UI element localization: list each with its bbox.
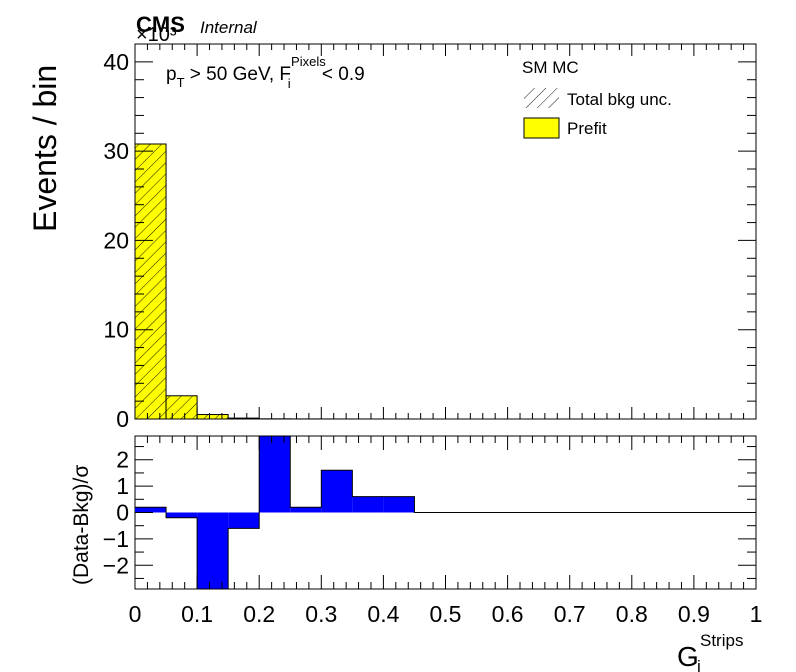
legend-swatch-prefit [523, 117, 560, 139]
ratio-xtick-label: 0.6 [492, 601, 524, 627]
main-ytick-label: 10 [103, 317, 129, 343]
ratio-xtick-label: 0.9 [678, 601, 710, 627]
cut-prefix: p [166, 64, 177, 85]
ratio-xtick-label: 0.7 [554, 601, 586, 627]
ratio-bar [197, 512, 229, 589]
main-ytick-label: 30 [103, 138, 129, 164]
cut-sub: T [177, 75, 185, 90]
cut-mid: > 50 GeV, F [185, 64, 292, 85]
ratio-xtick-label: 0.8 [616, 601, 648, 627]
ratio-bar [228, 512, 260, 529]
ratio-bar [166, 512, 198, 518]
cut-sup: Pixels [291, 54, 326, 69]
main-ylabel: Events / bin [27, 65, 63, 232]
cut-annotation: pT > 50 GeV, FPixels i < 0.9 [166, 54, 365, 91]
ratio-bar [259, 436, 291, 513]
ratio-xtick-label: 0.1 [181, 601, 213, 627]
ratio-ytick-label: −2 [103, 552, 129, 578]
ratio-bar [352, 496, 384, 513]
legend-label-prefit: Prefit [567, 119, 607, 138]
main-bar-unc-hatch [166, 395, 198, 419]
ratio-ytick-label: 0 [116, 500, 129, 526]
main-axis-ticks: 0 10 20 30 40 [103, 43, 757, 432]
internal-label: Internal [200, 18, 258, 37]
ratio-ylabel: (Data-Bkg)/σ [70, 465, 93, 585]
exponent-label: ×10³ [136, 24, 177, 46]
ratio-xtick-label: 0.5 [430, 601, 462, 627]
ratio-bar [135, 507, 167, 513]
ratio-bar [383, 496, 415, 513]
cut-sub2: i [288, 76, 291, 91]
ratio-bar [290, 507, 322, 513]
ratio-xtick-label: 1 [750, 601, 763, 627]
ratio-ytick-label: 2 [116, 447, 129, 473]
legend: SM MC Total bkg unc. Prefit [522, 58, 672, 139]
main-bar-unc-hatch [197, 414, 229, 419]
ratio-xlabel: GStrips i [677, 631, 743, 672]
main-ytick-label: 0 [116, 406, 129, 432]
legend-title: SM MC [522, 58, 579, 77]
ratio-xtick-label: 0 [129, 601, 142, 627]
legend-label-unc: Total bkg unc. [567, 90, 672, 109]
main-bars [134, 143, 415, 420]
legend-swatch-hatch [524, 88, 559, 108]
ratio-bar [321, 470, 353, 513]
xlabel-sup: Strips [700, 631, 743, 650]
ratio-ytick-label: 1 [116, 473, 129, 499]
ratio-xtick-label: 0.2 [243, 601, 275, 627]
xlabel-sub: i [697, 657, 701, 672]
cms-label: CMS [136, 12, 185, 37]
main-ytick-label: 40 [103, 49, 129, 75]
main-bar-unc-hatch [135, 144, 167, 419]
main-bar-unc-hatch [228, 418, 260, 419]
cut-suffix: < 0.9 [317, 64, 365, 85]
ratio-bars [135, 435, 756, 590]
ratio-xtick-label: 0.4 [367, 601, 399, 627]
ratio-outline [135, 435, 756, 590]
main-ytick-label: 20 [103, 227, 129, 253]
ratio-xtick-label: 0.3 [305, 601, 337, 627]
xlabel-main: G [677, 641, 699, 672]
ratio-ytick-label: −1 [103, 526, 129, 552]
